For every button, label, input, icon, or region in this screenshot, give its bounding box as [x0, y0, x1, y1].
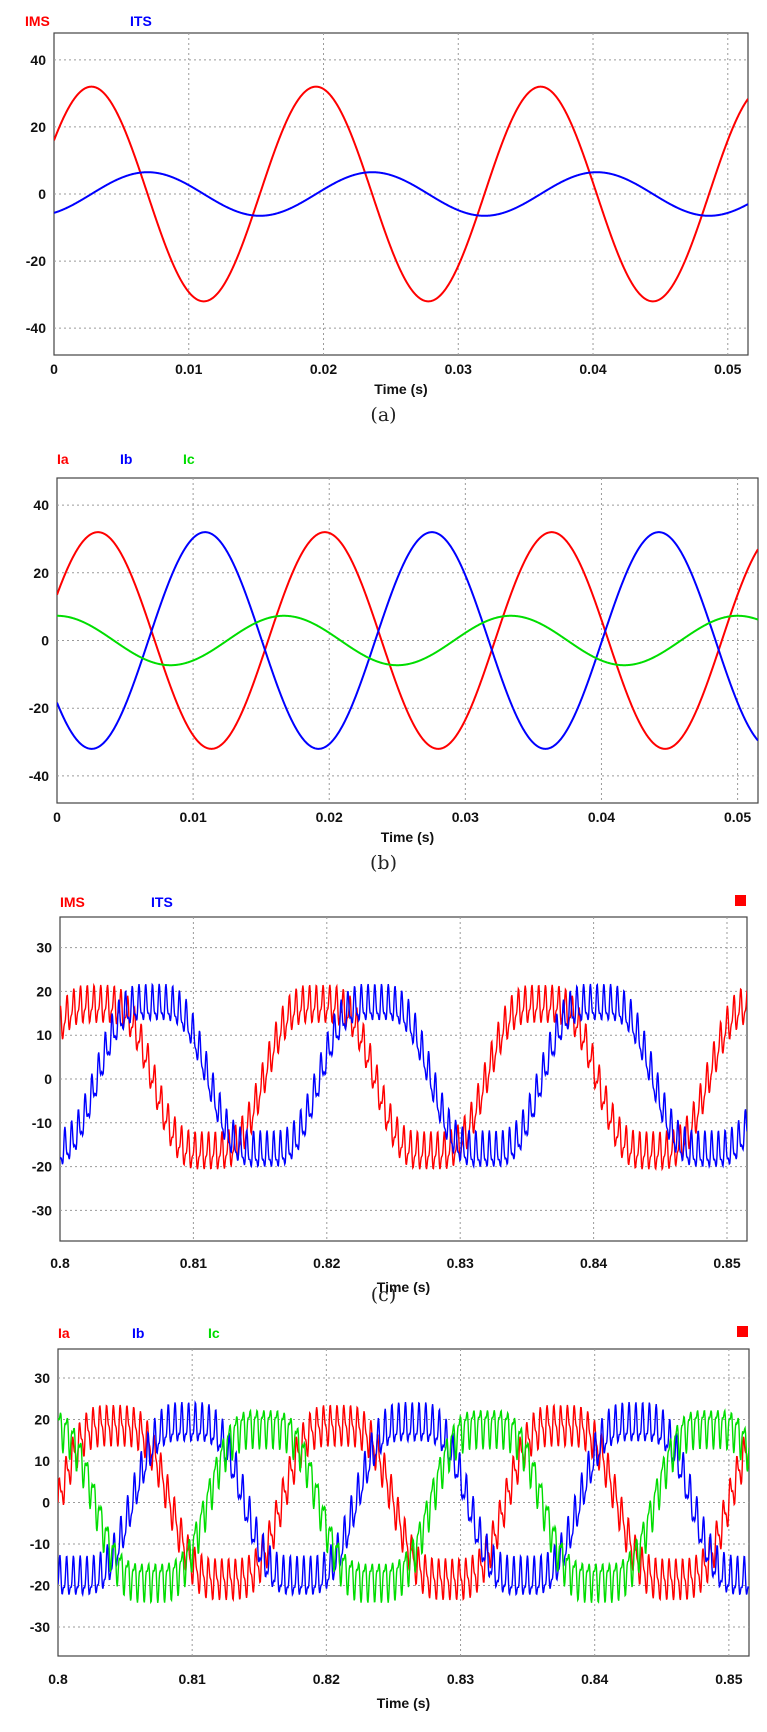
x-tick-label: 0.83 [447, 1255, 474, 1271]
series-line-its [60, 982, 747, 1170]
chart-svg-a: 40 20 0 -20 -40 0 0.01 0.02 0.03 0.04 0.05 Time (s)… [25, 13, 749, 397]
y-tick-label: 10 [36, 1027, 52, 1043]
legend-entry: Ic [208, 1325, 220, 1341]
y-tick-label: -20 [26, 253, 46, 269]
x-tick-label: 0.04 [588, 809, 615, 825]
y-tick-label: -30 [30, 1619, 50, 1635]
caption-b: (b) [370, 852, 397, 874]
series-line-ib [57, 531, 758, 750]
y-tick-label: 30 [36, 940, 52, 956]
x-axis-label: Time (s) [381, 829, 434, 845]
x-axis-label: Time (s) [377, 1695, 430, 1711]
chart-panel-c: 30 20 10 0 -10 -20 -30 0.8 0.81 0.82 0.83 0.84 0.85 T… [0, 888, 767, 1295]
legend: Ia Ib Ic [57, 451, 195, 467]
x-tick-label: 0.05 [724, 809, 751, 825]
series-line-ib [58, 1400, 749, 1598]
legend-entry: IMS [60, 894, 85, 910]
x-tick-label: 0.82 [313, 1671, 340, 1687]
series-line-ic [57, 614, 758, 667]
y-tick-label: 0 [42, 1495, 50, 1511]
x-tick-label: 0 [50, 361, 58, 377]
x-axis-label: Time (s) [377, 1279, 430, 1295]
x-tick-label: 0.85 [713, 1255, 740, 1271]
series-line-ims [54, 85, 748, 303]
caption-c: (c) [370, 1284, 397, 1306]
x-tick-label: 0.05 [714, 361, 741, 377]
x-tick-label: 0.85 [715, 1671, 742, 1687]
y-tick-label: 40 [30, 52, 46, 68]
y-tick-label: 20 [30, 119, 46, 135]
series-marker-icon [737, 1326, 748, 1337]
series-line-its [54, 171, 748, 217]
legend-entry: Ia [57, 451, 69, 467]
x-tick-label: 0.82 [313, 1255, 340, 1271]
y-tick-label: 20 [33, 565, 49, 581]
x-tick-label: 0.01 [175, 361, 202, 377]
y-tick-label: 0 [38, 186, 46, 202]
x-tick-label: 0.83 [447, 1671, 474, 1687]
y-tick-label: -10 [30, 1536, 50, 1552]
series-line-ic [58, 1408, 749, 1605]
y-tick-label: 20 [34, 1412, 50, 1428]
x-tick-label: 0.8 [50, 1255, 70, 1271]
x-tick-label: 0.02 [310, 361, 337, 377]
y-tick-label: -10 [32, 1115, 52, 1131]
legend-entry: Ib [120, 451, 132, 467]
y-tick-label: -20 [29, 700, 49, 716]
y-tick-label: -40 [26, 320, 46, 336]
chart-svg-c: 30 20 10 0 -10 -20 -30 0.8 0.81 0.82 0.83 0.84 0.85 T… [32, 894, 748, 1295]
x-tick-label: 0.01 [179, 809, 206, 825]
y-tick-label: -30 [32, 1202, 52, 1218]
x-tick-label: 0.84 [581, 1671, 608, 1687]
x-tick-label: 0.03 [452, 809, 479, 825]
series-marker-icon [735, 895, 746, 906]
legend: IMS ITS [25, 13, 152, 29]
legend-entry: IMS [25, 13, 50, 29]
series-line-ia [57, 531, 758, 750]
x-tick-label: 0.81 [180, 1255, 207, 1271]
caption-a: (a) [370, 404, 397, 426]
chart-panel-b: 40 20 0 -20 -40 0 0.01 0.02 0.03 0.04 0.05 Time (s)… [0, 450, 767, 850]
x-tick-label: 0.8 [48, 1671, 68, 1687]
y-tick-label: -20 [32, 1159, 52, 1175]
x-tick-label: 0 [53, 809, 61, 825]
x-axis-label: Time (s) [374, 381, 427, 397]
y-tick-label: -40 [29, 768, 49, 784]
y-tick-label: 20 [36, 983, 52, 999]
legend-entry: Ia [58, 1325, 70, 1341]
y-tick-label: 0 [44, 1071, 52, 1087]
chart-svg-d: 30 20 10 0 -10 -20 -30 0.8 0.81 0.82 0.83 0.84 0.85 T… [30, 1325, 750, 1711]
legend-entry: Ib [132, 1325, 144, 1341]
x-tick-label: 0.84 [580, 1255, 607, 1271]
legend-entry: ITS [151, 894, 173, 910]
x-tick-label: 0.03 [445, 361, 472, 377]
series-line-ims [60, 982, 747, 1172]
chart-panel-d: 30 20 10 0 -10 -20 -30 0.8 0.81 0.82 0.83 0.84 0.85 T… [0, 1320, 767, 1732]
y-tick-label: 30 [34, 1370, 50, 1386]
chart-svg-b: 40 20 0 -20 -40 0 0.01 0.02 0.03 0.04 0.05 Time (s)… [29, 451, 759, 845]
plot-frame [59, 916, 748, 1242]
y-tick-label: -20 [30, 1577, 50, 1593]
x-tick-label: 0.02 [316, 809, 343, 825]
chart-panel-a: 40 20 0 -20 -40 0 0.01 0.02 0.03 0.04 0.05 Time (s)… [0, 0, 767, 397]
legend-entry: Ic [183, 451, 195, 467]
y-tick-label: 0 [41, 633, 49, 649]
y-tick-label: 10 [34, 1453, 50, 1469]
legend: IMS ITS [60, 894, 173, 910]
legend: Ia Ib Ic [58, 1325, 220, 1341]
x-tick-label: 0.04 [579, 361, 606, 377]
y-tick-label: 40 [33, 497, 49, 513]
legend-entry: ITS [130, 13, 152, 29]
x-tick-label: 0.81 [179, 1671, 206, 1687]
